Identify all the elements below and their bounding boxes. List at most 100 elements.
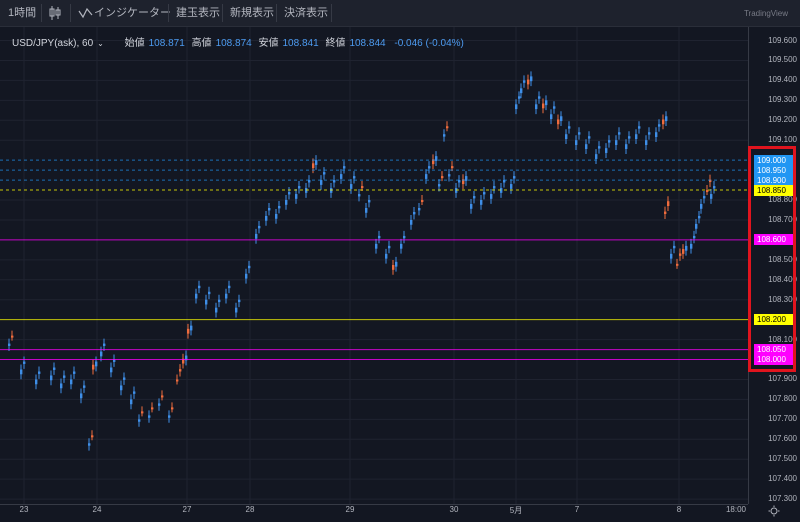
low-value: 108.841 <box>282 38 319 49</box>
candle-body <box>664 211 667 214</box>
candle-body <box>608 140 611 143</box>
candle-body <box>676 263 679 266</box>
candle-body <box>38 371 41 374</box>
candle-body <box>490 194 493 199</box>
candle-body <box>618 132 621 135</box>
price-tick-label: 107.900 <box>768 374 797 384</box>
time-tick-label: 30 <box>449 505 459 514</box>
candle-body <box>215 307 218 313</box>
candle-body <box>50 375 53 381</box>
price-tick-label: 108.100 <box>768 334 797 344</box>
candle-body <box>258 225 261 229</box>
candle-body <box>595 154 598 159</box>
candle-body <box>238 299 241 303</box>
candle-body <box>700 204 703 209</box>
candle-body <box>560 116 563 122</box>
price-line-badge: 108.950 <box>754 164 794 176</box>
candle-body <box>710 194 713 199</box>
candle-body <box>503 180 506 183</box>
candle-body <box>11 335 14 338</box>
settlement-display-button[interactable]: 決済表示 <box>284 7 328 19</box>
time-tick-label: 28 <box>245 505 255 514</box>
candle-body <box>530 76 533 82</box>
chevron-down-icon[interactable]: ⌄ <box>97 39 104 48</box>
candle-body <box>500 188 503 193</box>
candle-body <box>70 379 73 385</box>
new-order-display-button[interactable]: 新規表示 <box>230 7 274 19</box>
candle-body <box>288 192 291 195</box>
candle-body <box>432 159 435 165</box>
candle-body <box>208 291 211 295</box>
candle-body <box>690 243 693 249</box>
candle-body <box>670 253 673 259</box>
interval-button[interactable]: 1時間 <box>8 7 37 19</box>
candle-body <box>168 415 171 418</box>
candle-body <box>435 156 438 161</box>
candle-body <box>545 100 548 106</box>
price-tick-label: 108.300 <box>768 294 797 304</box>
candle-body <box>470 204 473 209</box>
price-axis[interactable]: 109.600 109.500 109.400 109.300 109.200 109.1… <box>748 27 800 504</box>
candle-body <box>713 186 716 189</box>
candle-body <box>161 395 164 398</box>
candle-body <box>275 213 278 219</box>
candle-body <box>542 103 545 109</box>
toolbar-divider <box>222 4 223 22</box>
price-tick-label: 107.300 <box>768 494 797 504</box>
toolbar-divider <box>331 4 332 22</box>
candle-body <box>515 104 518 110</box>
candle-body <box>141 411 144 414</box>
price-line-badge: 108.600 <box>754 234 794 246</box>
candle-body <box>171 407 174 410</box>
candle-body <box>703 196 706 199</box>
candle-body <box>557 119 560 125</box>
candle-body <box>655 132 658 138</box>
price-line-badge: 108.050 <box>754 344 794 356</box>
candle-body <box>518 96 521 99</box>
candle-body <box>8 343 11 346</box>
candle-body <box>418 207 421 211</box>
candle-body <box>158 403 161 406</box>
candle-body <box>340 174 343 179</box>
time-tick-label: 5月 <box>509 506 523 515</box>
candle-body <box>685 245 688 251</box>
price-tick-label: 108.500 <box>768 254 797 264</box>
candle-body <box>493 186 496 189</box>
candle-body <box>225 293 228 299</box>
candle-body <box>706 190 709 193</box>
price-line-badge: 108.200 <box>754 314 794 326</box>
gear-icon[interactable] <box>748 504 800 517</box>
time-tick-label: 24 <box>92 505 102 514</box>
candle-body <box>268 207 271 211</box>
candle-body <box>638 126 641 129</box>
candle-body <box>400 243 403 249</box>
candle-body <box>451 166 454 169</box>
candlestick-icon[interactable] <box>48 0 62 26</box>
candle-body <box>625 144 628 149</box>
time-tick-label: 23 <box>19 505 29 514</box>
toolbar-divider <box>276 4 277 22</box>
indicators-button[interactable]: インジケーター <box>78 0 171 26</box>
time-tick-label: 8 <box>676 505 682 514</box>
close-label: 終値 <box>325 38 346 49</box>
candle-body <box>598 146 601 149</box>
time-axis[interactable]: 23 24 27 28 29 30 5月 7 8 18:00 <box>0 504 748 518</box>
candlestick-chart[interactable] <box>0 27 748 504</box>
candle-body <box>588 136 591 139</box>
candle-body <box>448 174 451 177</box>
candle-body <box>187 328 190 334</box>
candle-body <box>265 215 268 221</box>
position-display-button[interactable]: 建玉表示 <box>176 7 220 19</box>
candle-body <box>462 179 465 185</box>
candle-body <box>83 385 86 388</box>
toolbar-divider <box>168 4 169 22</box>
candle-body <box>520 88 523 94</box>
candle-body <box>605 148 608 153</box>
candle-body <box>148 415 151 418</box>
symbol-label[interactable]: USD/JPY(ask), 60 <box>12 38 94 49</box>
chart-pane[interactable] <box>0 27 748 504</box>
candle-body <box>388 245 391 249</box>
candle-body <box>513 176 516 179</box>
candle-body <box>133 391 136 394</box>
candle-body <box>665 116 668 122</box>
